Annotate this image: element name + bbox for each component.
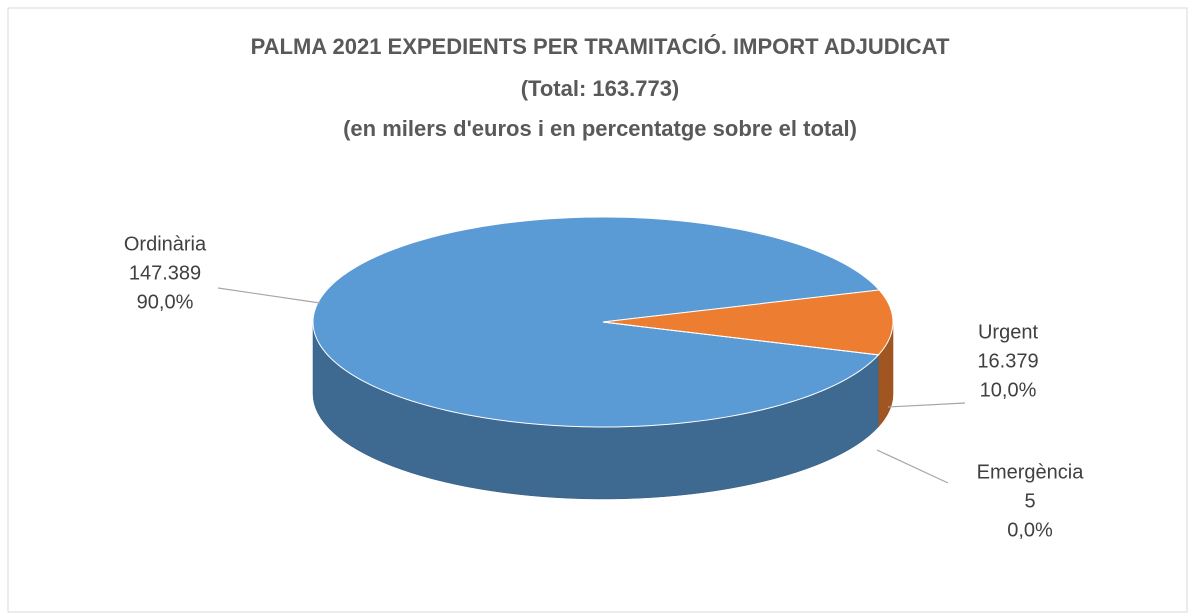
data-label-category: Emergència: [977, 461, 1085, 483]
data-label-value: 16.379: [977, 350, 1038, 372]
data-label-percent: 10,0%: [980, 379, 1037, 401]
data-label-percent: 90,0%: [137, 291, 194, 313]
chart-title: PALMA 2021 EXPEDIENTS PER TRAMITACIÓ. IM…: [251, 34, 950, 59]
data-label-category: Ordinària: [124, 233, 207, 255]
slice: [312, 216, 881, 428]
data-label-value: 5: [1024, 490, 1035, 512]
chart-subtitle: (en milers d'euros i en percentatge sobr…: [343, 116, 857, 141]
chart-subtitle: (Total: 163.773): [521, 76, 680, 101]
slice: [602, 289, 894, 356]
data-label-category: Urgent: [978, 321, 1038, 343]
leader-line: [876, 449, 949, 484]
data-label-value: 147.389: [129, 262, 201, 284]
slice: [602, 321, 880, 356]
leader-line: [217, 287, 321, 304]
leader-line: [887, 402, 966, 408]
data-label-percent: 0,0%: [1007, 519, 1053, 541]
